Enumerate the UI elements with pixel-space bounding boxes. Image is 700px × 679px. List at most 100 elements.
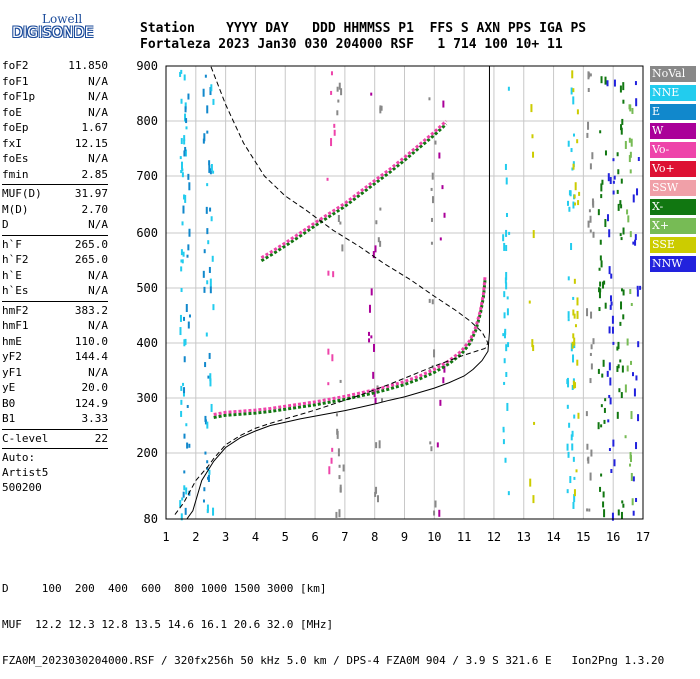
noise-dot (183, 194, 186, 200)
noise-dot (180, 266, 183, 272)
noise-dot (328, 466, 331, 475)
noise-dot (532, 345, 535, 352)
second-hop-upper (260, 119, 448, 260)
noise-dot (209, 207, 212, 212)
noise-dot (566, 443, 569, 451)
param-name: yF1 (2, 365, 22, 379)
noise-dot (507, 342, 510, 348)
noise-dot (206, 183, 209, 187)
noise-dot (571, 70, 574, 79)
noise-dot (607, 419, 610, 423)
noise-dot (626, 338, 629, 346)
noise-dot (187, 321, 190, 329)
param-row: fxI 12.15 (2, 136, 108, 152)
noise-dot (180, 288, 183, 293)
noise-dot (620, 511, 623, 519)
noise-dot (502, 234, 505, 242)
noise-dot (632, 510, 635, 516)
param-name: M(D) (2, 202, 29, 216)
noise-dot (635, 442, 638, 450)
noise-dot (339, 221, 342, 225)
noise-dot (438, 509, 441, 517)
noise-dot (598, 290, 601, 299)
noise-dot (572, 163, 575, 170)
noise-dot (621, 365, 624, 373)
noise-dot (600, 404, 603, 408)
noise-dot (367, 331, 370, 336)
y-tick-label: 200 (136, 446, 158, 460)
noise-dot (588, 209, 591, 213)
noise-dot (208, 164, 211, 173)
noise-dot (187, 173, 190, 180)
param-name: h`E (2, 268, 22, 282)
noise-dot (567, 311, 570, 319)
noise-dot (573, 494, 576, 503)
noise-dot (185, 487, 188, 495)
noise-dot (180, 69, 183, 74)
noise-dot (532, 230, 535, 239)
noise-dot (434, 500, 437, 508)
param-row: fmin 2.85 (2, 167, 108, 183)
param-value: N/A (88, 90, 108, 103)
noise-dot (180, 513, 183, 521)
param-row: foF1 N/A (2, 74, 108, 90)
param-value: N/A (88, 365, 108, 379)
noise-dot (337, 99, 340, 103)
noise-dot (333, 129, 336, 136)
noise-dot (443, 212, 446, 218)
noise-dot (585, 411, 588, 417)
noise-dot (379, 207, 382, 211)
noise-dot (434, 140, 437, 145)
noise-dot (210, 84, 213, 92)
noise-dot (597, 368, 600, 374)
noise-dot (505, 177, 508, 185)
param-value: N/A (88, 319, 108, 332)
noise-dot (180, 249, 183, 256)
footer-muf-row: MUF 12.2 12.3 12.8 13.5 14.6 16.1 20.6 3… (2, 618, 334, 631)
noise-dot (183, 150, 186, 157)
noise-dot (430, 446, 433, 452)
noise-dot (586, 443, 589, 450)
noise-dot (609, 295, 612, 302)
noise-dot (589, 472, 592, 481)
noise-dot (335, 511, 338, 518)
noise-dot (210, 403, 213, 412)
noise-dot (505, 271, 508, 280)
noise-dot (573, 476, 576, 480)
noise-dot (442, 377, 445, 384)
noise-dot (622, 289, 625, 296)
noise-dot (532, 495, 535, 504)
noise-dot (181, 168, 184, 172)
noise-dot (589, 229, 592, 233)
noise-dot (629, 463, 632, 467)
noise-dot (573, 194, 576, 199)
noise-dot (570, 434, 573, 441)
param-name: h`F (2, 237, 22, 251)
noise-dot (573, 414, 576, 419)
noise-dot (613, 175, 616, 180)
noise-dot (568, 206, 571, 212)
y-tick-label: 300 (136, 391, 158, 405)
noise-dot (338, 464, 341, 468)
noise-dot (181, 172, 184, 178)
noise-dot (619, 233, 622, 237)
noise-dot (203, 286, 206, 293)
param-row: h`F2 265.0 (2, 252, 108, 268)
param-separator (2, 184, 108, 185)
o-trace-upper (213, 276, 487, 416)
noise-dot (631, 498, 634, 506)
noise-dot (203, 249, 206, 254)
noise-dot (616, 152, 619, 157)
noise-dot (630, 472, 633, 481)
noise-dot (372, 371, 375, 379)
param-value: N/A (88, 74, 108, 88)
noise-dot (603, 509, 606, 518)
noise-dot (617, 509, 620, 516)
noise-dot (208, 352, 211, 359)
noise-dot (567, 451, 570, 458)
param-row: M(D) 2.70 (2, 202, 108, 218)
noise-dot (206, 504, 209, 512)
noise-dot (212, 507, 215, 516)
param-name: fmin (2, 167, 29, 181)
param-name: B1 (2, 412, 16, 425)
